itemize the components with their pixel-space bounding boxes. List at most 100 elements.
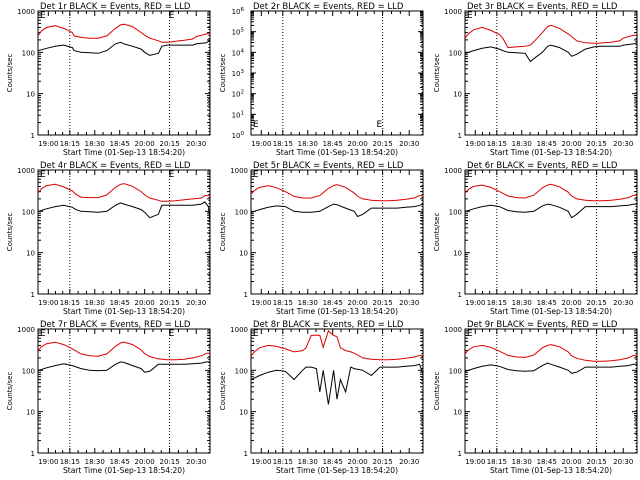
plot-frame [464, 328, 638, 454]
x-tick-label: 18:30 [512, 140, 532, 148]
x-tick-label: 18:45 [323, 458, 343, 466]
x-tick-label: 20:00 [348, 299, 368, 307]
series-events-line [250, 203, 424, 218]
x-tick-label: 20:00 [562, 140, 582, 148]
y-tick-label: 1000 [444, 8, 462, 16]
e-marker-2: E [169, 170, 175, 180]
x-tick-label: 18:15 [60, 140, 80, 148]
e-marker-1: E [40, 170, 46, 180]
x-tick-label: 20:30 [399, 140, 419, 148]
chart-panel-2: Det 2r BLACK = Events, RED = LLD 100 101 10… [219, 2, 424, 157]
x-tick-label: 20:30 [186, 299, 206, 307]
series-lld-line [464, 24, 637, 49]
series-lld-line [37, 23, 210, 43]
series-events-line [464, 203, 637, 219]
chart-title: Det 4r BLACK = Events, RED = LLD [40, 161, 191, 171]
x-axis-label: Start Time (01-Sep-13 18:54:20) [276, 466, 398, 475]
y-axis-label: Counts/sec [6, 372, 14, 411]
plot-frame [250, 328, 424, 454]
x-tick-label: 20:30 [613, 458, 633, 466]
series-lld-line [250, 184, 423, 202]
x-tick-label: 18:15 [487, 299, 507, 307]
x-axis-label: Start Time (01-Sep-13 18:54:20) [490, 466, 612, 475]
y-tick-label: 1000 [17, 167, 35, 175]
e-marker-2: E [169, 11, 175, 21]
series-lld-line [37, 183, 210, 202]
x-tick-label: 18:15 [487, 140, 507, 148]
x-tick-label: 18:30 [85, 140, 105, 148]
x-tick-label: 20:00 [562, 458, 582, 466]
x-tick-label: 20:30 [186, 140, 206, 148]
y-axis-label: Counts/sec [219, 372, 227, 411]
y-axis-label: Counts/sec [433, 54, 441, 93]
y-tick-label: 100 [232, 131, 245, 140]
chart-panel-1: Det 1r BLACK = Events, RED = LLD 1 10 100 10… [6, 2, 211, 157]
chart-title: Det 2r BLACK = Events, RED = LLD [253, 2, 404, 12]
x-tick-label: 18:45 [110, 458, 130, 466]
x-tick-label: 18:30 [298, 299, 318, 307]
x-axis-label: Start Time (01-Sep-13 18:54:20) [63, 148, 185, 157]
x-tick-label: 20:00 [348, 458, 368, 466]
x-tick-label: 20:15 [586, 458, 606, 466]
series-lld-line [37, 341, 210, 361]
x-axis-label: Start Time (01-Sep-13 18:54:20) [276, 307, 398, 316]
x-tick-label: 20:30 [613, 299, 633, 307]
x-tick-label: 18:15 [60, 299, 80, 307]
x-tick-label: 18:15 [60, 458, 80, 466]
series-events-line [250, 363, 424, 405]
y-tick-label: 1 [458, 450, 462, 458]
e-marker-1: E [467, 329, 473, 339]
y-tick-label: 10 [239, 409, 248, 417]
y-axis-label: Counts/sec [6, 213, 14, 252]
y-tick-label: 1000 [17, 8, 35, 16]
chart-panel-5: Det 5r BLACK = Events, RED = LLD 1 10 100 10… [219, 161, 424, 316]
x-tick-label: 20:30 [399, 299, 419, 307]
e-marker-2: E [377, 120, 383, 130]
x-tick-label: 18:45 [323, 140, 343, 148]
plot-frame [37, 10, 211, 136]
series-events-line [37, 361, 210, 373]
series-lld-line [464, 183, 637, 202]
x-tick-label: 18:15 [487, 458, 507, 466]
y-tick-label: 1 [31, 450, 35, 458]
chart-panel-7: Det 7r BLACK = Events, RED = LLD 1 10 100 10… [6, 320, 211, 475]
y-tick-label: 1 [244, 450, 248, 458]
chart-panel-3: Det 3r BLACK = Events, RED = LLD 1 10 100 10… [433, 2, 638, 157]
x-tick-label: 20:15 [159, 299, 179, 307]
x-tick-label: 18:45 [110, 299, 130, 307]
y-tick-label: 10 [453, 409, 462, 417]
x-tick-label: 19:00 [465, 458, 485, 466]
x-tick-label: 20:00 [135, 458, 155, 466]
e-marker-1: E [253, 120, 259, 130]
plot-frame [464, 10, 638, 136]
y-tick-label: 10 [26, 91, 35, 99]
e-marker-1: E [40, 11, 46, 21]
chart-title: Det 6r BLACK = Events, RED = LLD [467, 161, 618, 171]
x-tick-label: 20:15 [586, 299, 606, 307]
y-tick-label: 100 [449, 367, 462, 375]
y-tick-label: 1 [31, 291, 35, 299]
x-axis-label: Start Time (01-Sep-13 18:54:20) [490, 148, 612, 157]
e-marker-1: E [253, 329, 259, 339]
y-axis-label: Counts/sec [433, 372, 441, 411]
x-tick-label: 18:45 [537, 140, 557, 148]
y-tick-label: 10 [453, 91, 462, 99]
y-tick-label: 10 [453, 250, 462, 258]
y-axis-label: Counts/sec [219, 213, 227, 252]
y-tick-label: 10 [239, 250, 248, 258]
series-lld-line [464, 344, 637, 362]
x-tick-label: 20:15 [159, 458, 179, 466]
chart-title: Det 3r BLACK = Events, RED = LLD [467, 2, 618, 12]
x-tick-label: 20:30 [613, 140, 633, 148]
chart-panel-6: Det 6r BLACK = Events, RED = LLD 1 10 100 10… [433, 161, 638, 316]
y-tick-label: 101 [232, 110, 244, 119]
y-tick-label: 10 [26, 409, 35, 417]
x-tick-label: 18:15 [273, 140, 293, 148]
e-marker-1: E [40, 329, 46, 339]
x-tick-label: 20:00 [135, 140, 155, 148]
series-lld-line [250, 330, 423, 361]
x-axis-label: Start Time (01-Sep-13 18:54:20) [490, 307, 612, 316]
chart-title: Det 7r BLACK = Events, RED = LLD [40, 320, 191, 330]
x-tick-label: 18:45 [110, 140, 130, 148]
